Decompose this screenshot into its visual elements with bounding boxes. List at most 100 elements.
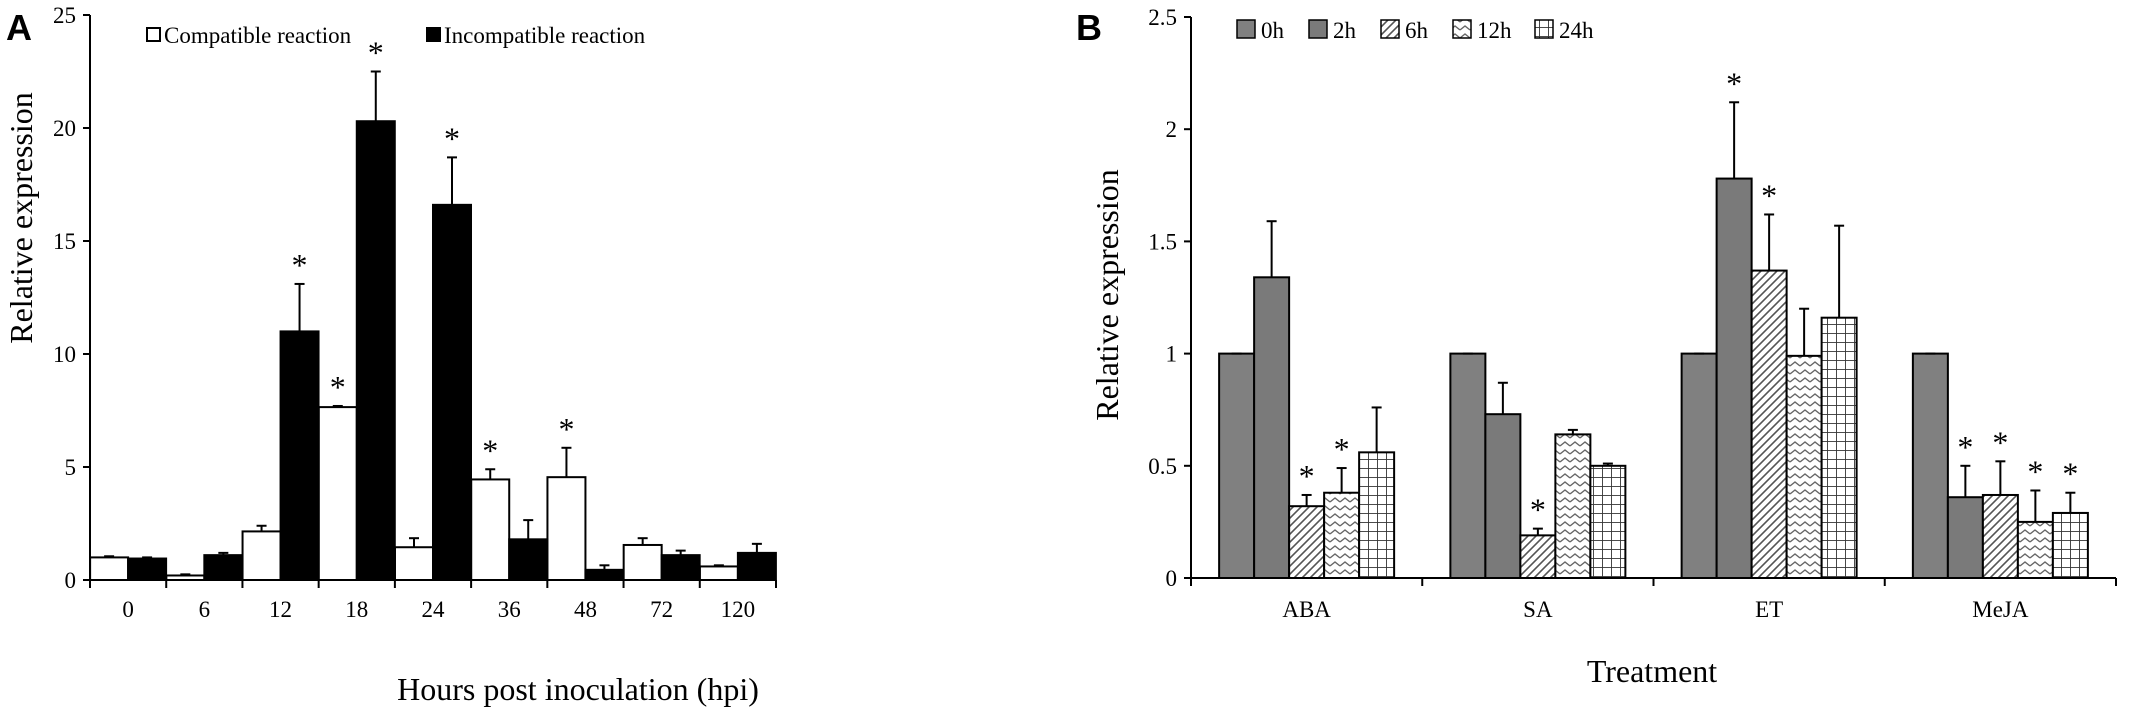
x-tick-label: 0 [122, 597, 134, 622]
panel-b-bars: * * * * * * * * * [1218, 65, 2089, 580]
bar-6h [1519, 534, 1557, 580]
bar-6h [1288, 505, 1326, 579]
bar-incompatible-reaction [432, 203, 472, 581]
bar-2h [1946, 496, 1984, 579]
y-tick-label: 0 [1166, 566, 1178, 591]
bar-6h [1750, 269, 1788, 579]
significance-star: * [1992, 424, 2008, 460]
panel-a: A Relative expression Hours post inocula… [3, 3, 777, 707]
y-tick-label: 1.5 [1148, 229, 1177, 254]
bar-compatible-reaction [89, 556, 130, 582]
bar-compatible-reaction [317, 406, 358, 581]
bar-compatible-reaction [394, 546, 434, 581]
y-tick-label: 2.5 [1148, 5, 1177, 30]
x-tick-label: 72 [650, 597, 673, 622]
legend-swatch-24h [1534, 19, 1554, 39]
legend-swatch-0h [1236, 19, 1256, 39]
legend-swatch-2h [1308, 19, 1328, 39]
y-tick-label: 10 [53, 342, 76, 367]
panel-b-xlabel: Treatment [1587, 653, 1717, 689]
bar-incompatible-reaction [203, 554, 244, 582]
bar-incompatible-reaction [127, 557, 168, 582]
significance-star: * [368, 35, 384, 71]
y-tick-label: 20 [53, 116, 76, 141]
panel-b-axes: 0 0.5 1 1.5 2 2.5 ABA SA ET MeJA [1148, 5, 2117, 622]
panel-a-xlabel: Hours post inoculation (hpi) [397, 671, 759, 707]
panel-a-label: A [6, 7, 32, 48]
y-tick-label: 0 [65, 568, 77, 593]
y-tick-label: 2 [1166, 117, 1178, 142]
significance-star: * [1761, 177, 1777, 213]
bar-0h [1680, 352, 1718, 579]
bar-24h [1820, 316, 1858, 579]
bar-incompatible-reaction [508, 538, 549, 582]
significance-star: * [1957, 429, 1973, 465]
legend-label-2h: 2h [1333, 18, 1357, 43]
bar-2h [1484, 413, 1522, 579]
significance-star: * [2027, 453, 2043, 489]
bar-6h [1981, 493, 2019, 579]
bar-0h [1449, 352, 1487, 579]
legend-swatch-12h [1452, 19, 1472, 39]
legend-swatch-6h [1380, 19, 1400, 39]
x-tick-label: 6 [199, 597, 211, 622]
legend-label-6h: 6h [1405, 18, 1429, 43]
bar-12h [1554, 433, 1592, 579]
significance-star: * [1299, 458, 1315, 494]
significance-star: * [1334, 431, 1350, 467]
legend-label-compatible: Compatible reaction [164, 23, 352, 48]
panel-a-ylabel: Relative expression [3, 92, 39, 343]
panel-a-axes: 0 5 10 15 20 25 0 6 12 18 24 36 48 72 120 [53, 3, 777, 622]
x-tick-label: 24 [422, 597, 446, 622]
x-tick-label: 36 [498, 597, 521, 622]
bar-compatible-reaction [622, 543, 663, 581]
significance-star: * [558, 411, 574, 447]
legend-label-0h: 0h [1261, 18, 1285, 43]
bar-incompatible-reaction [584, 568, 625, 582]
panel-b-label: B [1076, 7, 1102, 48]
significance-star: * [330, 369, 346, 405]
bar-24h [1358, 451, 1396, 579]
bar-incompatible-reaction [355, 120, 396, 581]
legend-label-incompatible: Incompatible reaction [444, 23, 646, 48]
legend-swatch-incompatible [426, 27, 441, 42]
bar-24h [2051, 511, 2089, 580]
x-tick-label: MeJA [1972, 597, 2029, 622]
bar-incompatible-reaction [660, 554, 701, 582]
bar-incompatible-reaction [736, 551, 777, 582]
y-tick-label: 5 [65, 455, 77, 480]
bar-12h [1785, 354, 1823, 579]
bar-compatible-reaction [241, 530, 282, 581]
x-tick-label: 18 [345, 597, 368, 622]
bar-2h [1715, 177, 1753, 579]
x-tick-label: 120 [721, 597, 756, 622]
bar-12h [2016, 520, 2054, 580]
bar-compatible-reaction [546, 476, 587, 582]
x-tick-label: ABA [1282, 597, 1331, 622]
y-tick-label: 1 [1166, 342, 1178, 367]
legend-swatch-compatible [146, 27, 161, 42]
panel-a-legend: Compatible reaction Incompatible reactio… [146, 23, 646, 48]
bar-incompatible-reaction [279, 330, 320, 581]
significance-star: * [2062, 456, 2078, 492]
y-tick-label: 0.5 [1148, 454, 1177, 479]
panel-b-legend: 0h 2h 6h 12h 24h [1236, 18, 1594, 43]
significance-star: * [1530, 492, 1546, 528]
bar-compatible-reaction [470, 478, 511, 581]
legend-label-12h: 12h [1477, 18, 1512, 43]
x-tick-label: SA [1523, 597, 1553, 622]
bar-12h [1323, 491, 1361, 579]
bar-0h [1911, 352, 1949, 579]
panel-a-bars: * * * * * * [89, 35, 777, 582]
y-tick-label: 15 [53, 229, 76, 254]
panel-b: B Relative expression Treatment 0h 2h 6h 12… [1076, 5, 2117, 689]
y-tick-label: 25 [53, 3, 76, 28]
significance-star: * [1726, 65, 1742, 101]
bar-0h [1218, 352, 1256, 579]
x-tick-label: ET [1755, 597, 1783, 622]
significance-star: * [444, 120, 460, 156]
bar-24h [1589, 464, 1627, 579]
bar-compatible-reaction [165, 574, 206, 581]
x-tick-label: 12 [269, 597, 292, 622]
